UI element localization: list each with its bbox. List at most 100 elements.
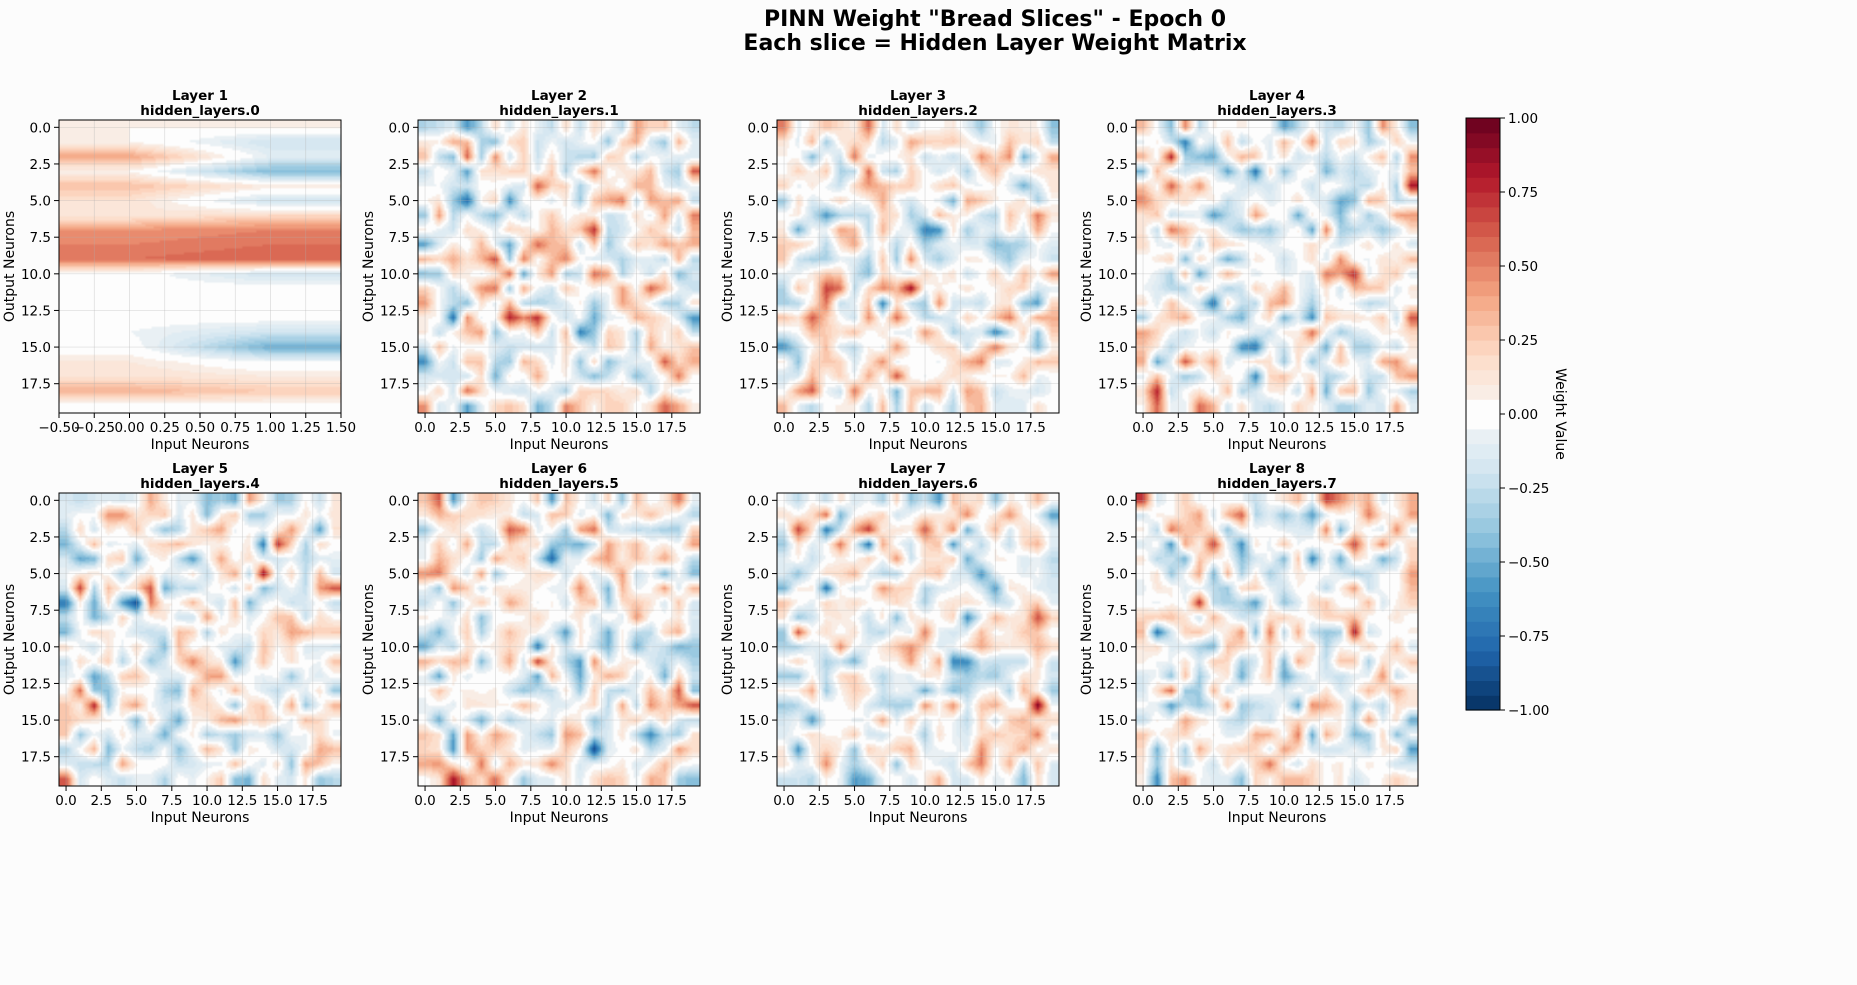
colorbar-tick-label: 0.00 xyxy=(1508,407,1538,423)
y-tick-label: 17.5 xyxy=(21,750,51,766)
x-tick-label: 2.5 xyxy=(450,420,471,436)
y-tick-label: 10.0 xyxy=(1098,640,1128,656)
y-tick-label: 12.5 xyxy=(1098,676,1128,692)
x-tick-label: 12.5 xyxy=(586,420,616,436)
panel-subtitle: hidden_layers.5 xyxy=(499,476,619,492)
y-tick-label: 17.5 xyxy=(21,377,51,393)
heatmap-cells-3 xyxy=(777,120,1059,413)
colorbar-band xyxy=(1466,458,1500,474)
x-tick-label: 2.5 xyxy=(91,793,112,809)
x-axis-label: Input Neurons xyxy=(510,437,609,453)
y-tick-label: 10.0 xyxy=(739,640,769,656)
y-tick-label: 2.5 xyxy=(30,530,51,546)
colorbar-band xyxy=(1466,621,1500,637)
panel-title: Layer 3 xyxy=(890,88,946,104)
heatmap-panel-2: 0.0 2.5 5.0 7.5 10.0 12.5 15.0 17.5 0.0 2.5 5.0 7.5… xyxy=(361,88,701,453)
y-tick-label: 0.0 xyxy=(389,120,410,136)
figure-title-line2: Each slice = Hidden Layer Weight Matrix xyxy=(743,31,1246,56)
x-tick-label: 10.0 xyxy=(910,420,940,436)
y-axis-label: Output Neurons xyxy=(2,211,18,322)
colorbar-band xyxy=(1466,695,1500,711)
colorbar-tick-label: −0.75 xyxy=(1508,629,1549,645)
panel-subtitle: hidden_layers.3 xyxy=(1217,103,1337,119)
panel-title: Layer 7 xyxy=(890,461,946,477)
y-tick-label: 2.5 xyxy=(1107,157,1128,173)
y-tick-label: 15.0 xyxy=(21,340,51,356)
x-tick-label: 15.0 xyxy=(981,420,1011,436)
colorbar-band xyxy=(1466,177,1500,193)
x-tick-label: 15.0 xyxy=(263,793,293,809)
y-tick-label: 7.5 xyxy=(30,230,51,246)
y-tick-label: 17.5 xyxy=(739,750,769,766)
y-tick-label: 2.5 xyxy=(1107,530,1128,546)
x-tick-label: 0.0 xyxy=(55,793,76,809)
colorbar-band xyxy=(1466,576,1500,593)
y-tick-label: 2.5 xyxy=(389,157,410,173)
colorbar-tick-label: 1.00 xyxy=(1508,111,1538,127)
colorbar-tick-label: −0.25 xyxy=(1508,481,1549,497)
panel-title: Layer 4 xyxy=(1249,88,1305,104)
x-tick-label: 10.0 xyxy=(192,793,222,809)
plot-frame xyxy=(58,119,342,414)
x-tick-label: 10.0 xyxy=(551,420,581,436)
x-tick-label: 0.00 xyxy=(114,420,144,436)
colorbar-band xyxy=(1466,488,1500,504)
y-tick-label: 7.5 xyxy=(30,603,51,619)
x-tick-label: 12.5 xyxy=(945,420,975,436)
colorbar-band xyxy=(1466,251,1500,267)
x-axis-label: Input Neurons xyxy=(151,437,250,453)
y-tick-label: 0.0 xyxy=(748,493,769,509)
colorbar-tick-label: 0.25 xyxy=(1508,333,1538,349)
colorbar-band xyxy=(1466,399,1500,415)
plot-frame xyxy=(417,119,701,414)
x-axis-label: Input Neurons xyxy=(1228,810,1327,826)
x-tick-label: 10.0 xyxy=(551,793,581,809)
y-axis-label: Output Neurons xyxy=(1079,584,1095,695)
x-tick-label: 7.5 xyxy=(879,793,900,809)
y-tick-label: 0.0 xyxy=(748,120,769,136)
colorbar-band xyxy=(1466,414,1500,430)
x-tick-label: 7.5 xyxy=(1238,420,1259,436)
x-tick-label: 17.5 xyxy=(1016,420,1046,436)
heatmap-panel-8: 0.0 2.5 5.0 7.5 10.0 12.5 15.0 17.5 0.0 2.5 5.0 7.5… xyxy=(1079,461,1419,826)
colorbar-band xyxy=(1466,221,1500,237)
panel-title: Layer 8 xyxy=(1249,461,1305,477)
x-tick-label: 0.0 xyxy=(773,420,794,436)
x-tick-label: 17.5 xyxy=(1016,793,1046,809)
x-axis-label: Input Neurons xyxy=(510,810,609,826)
y-axis-label: Output Neurons xyxy=(1079,211,1095,322)
colorbar-band xyxy=(1466,295,1500,311)
heatmap-panel-6: 0.0 2.5 5.0 7.5 10.0 12.5 15.0 17.5 0.0 2.5 5.0 7.5… xyxy=(361,461,701,826)
x-tick-label: 0.0 xyxy=(1132,793,1153,809)
x-tick-label: 12.5 xyxy=(227,793,257,809)
colorbar-band xyxy=(1466,118,1500,134)
x-tick-label: 17.5 xyxy=(1375,793,1405,809)
y-tick-label: 7.5 xyxy=(1107,603,1128,619)
y-tick-label: 0.0 xyxy=(30,120,51,136)
x-tick-label: 5.0 xyxy=(126,793,147,809)
panel-subtitle: hidden_layers.2 xyxy=(858,103,978,119)
y-tick-label: 12.5 xyxy=(380,676,410,692)
colorbar-band xyxy=(1466,162,1500,178)
x-tick-label: 7.5 xyxy=(1238,793,1259,809)
y-tick-label: 7.5 xyxy=(389,603,410,619)
x-tick-label: 12.5 xyxy=(1304,420,1334,436)
y-tick-label: 7.5 xyxy=(748,603,769,619)
y-tick-label: 12.5 xyxy=(21,303,51,319)
y-tick-label: 15.0 xyxy=(380,340,410,356)
heatmap-panel-4: 0.0 2.5 5.0 7.5 10.0 12.5 15.0 17.5 0.0 2.5 5.0 7.5… xyxy=(1079,88,1419,453)
plot-frame xyxy=(1135,492,1419,787)
x-tick-label: 5.0 xyxy=(1203,420,1224,436)
colorbar-band xyxy=(1466,384,1500,400)
colorbar-band xyxy=(1466,369,1500,385)
x-tick-label: 15.0 xyxy=(981,793,1011,809)
y-axis-label: Output Neurons xyxy=(361,211,377,322)
panel-title: Layer 1 xyxy=(172,88,228,104)
colorbar-band xyxy=(1466,562,1500,578)
x-tick-label: 15.0 xyxy=(622,793,652,809)
x-tick-label: 0.0 xyxy=(414,420,435,436)
colorbar-band xyxy=(1466,325,1500,341)
colorbar-band xyxy=(1466,192,1500,208)
x-tick-label: 2.5 xyxy=(1168,420,1189,436)
